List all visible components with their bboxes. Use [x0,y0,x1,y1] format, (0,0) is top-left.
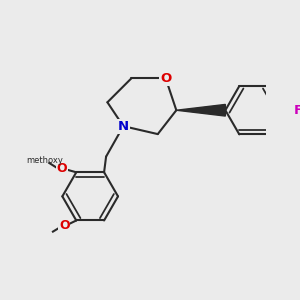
Text: N: N [118,120,129,133]
Text: O: O [160,72,171,85]
Text: F: F [294,104,300,117]
Text: methoxy: methoxy [26,156,63,165]
Text: O: O [59,219,70,232]
Text: O: O [56,162,67,175]
Polygon shape [176,104,225,116]
